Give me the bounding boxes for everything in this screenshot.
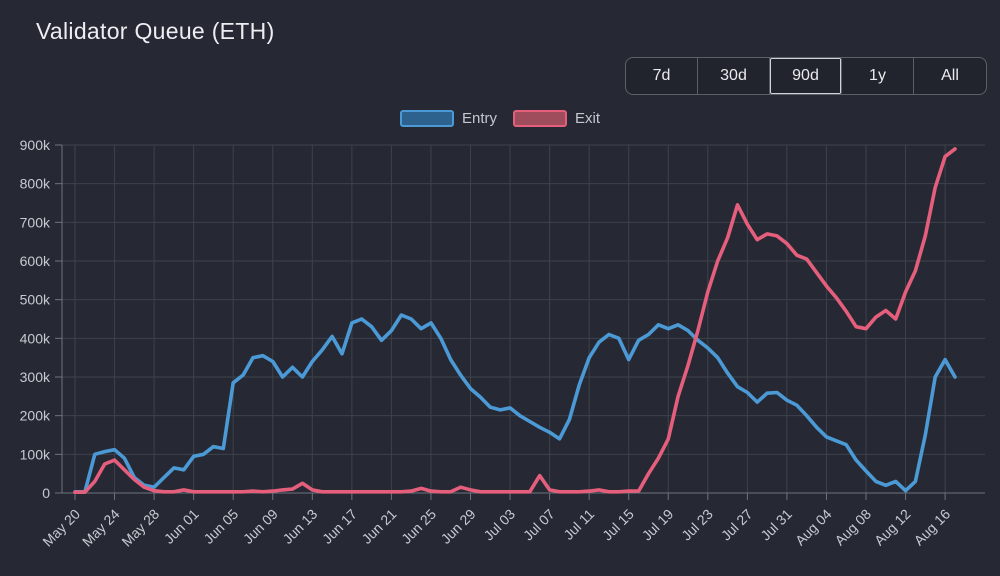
svg-text:May 20: May 20 (39, 506, 83, 550)
svg-text:Jul 27: Jul 27 (718, 506, 756, 544)
svg-text:300k: 300k (20, 369, 51, 385)
entry-line (73, 313, 957, 494)
legend-item-entry[interactable]: Entry (399, 110, 497, 127)
svg-text:Jun 29: Jun 29 (438, 506, 479, 547)
svg-text:200k: 200k (20, 408, 51, 424)
svg-text:700k: 700k (20, 214, 51, 230)
range-button-7d[interactable]: 7d (626, 58, 698, 94)
validator-queue-chart: 0 100k 200k 300k 400k 500k 600k 700k 800k 900k May… (20, 137, 985, 550)
svg-text:800k: 800k (20, 176, 51, 192)
svg-text:Jul 31: Jul 31 (757, 506, 795, 544)
svg-text:Jun 05: Jun 05 (200, 506, 241, 547)
svg-text:Aug 04: Aug 04 (792, 506, 835, 549)
svg-text:Jul 03: Jul 03 (480, 506, 518, 544)
svg-text:Jul 23: Jul 23 (678, 506, 716, 544)
svg-text:Jul 19: Jul 19 (639, 506, 677, 544)
range-button-30d[interactable]: 30d (698, 58, 770, 94)
svg-text:Jun 17: Jun 17 (319, 506, 360, 547)
svg-text:Aug 12: Aug 12 (871, 506, 914, 549)
time-range-selector: 7d 30d 90d 1y All (625, 57, 987, 95)
svg-text:Aug 08: Aug 08 (831, 506, 874, 549)
exit-series-swatch (513, 110, 567, 127)
range-button-all[interactable]: All (941, 67, 959, 84)
svg-text:Jun 09: Jun 09 (240, 506, 281, 547)
svg-text:May 28: May 28 (118, 506, 162, 550)
svg-text:Jun 01: Jun 01 (161, 506, 202, 547)
svg-text:Jun 21: Jun 21 (358, 506, 399, 547)
chart-legend: Entry Exit (0, 110, 1000, 127)
svg-text:Jul 15: Jul 15 (599, 506, 637, 544)
exit-line (73, 147, 957, 495)
range-button-90d[interactable]: 90d (770, 58, 842, 94)
svg-text:600k: 600k (20, 253, 51, 269)
page-title: Validator Queue (ETH) (36, 18, 275, 44)
series-lines (73, 147, 957, 495)
svg-text:Jul 11: Jul 11 (560, 506, 597, 543)
svg-text:Jul 07: Jul 07 (520, 506, 558, 544)
grid-lines (62, 144, 985, 494)
svg-text:0: 0 (42, 485, 50, 501)
svg-text:May 24: May 24 (79, 506, 123, 550)
entry-legend-label: Entry (461, 110, 497, 127)
entry-series-swatch (399, 110, 454, 127)
svg-text:400k: 400k (20, 330, 51, 346)
range-button-1y[interactable]: 1y (842, 58, 914, 94)
y-axis-labels: 0 100k 200k 300k 400k 500k 600k 700k 800k 900k (20, 137, 51, 501)
svg-text:100k: 100k (20, 446, 51, 462)
svg-text:Jun 13: Jun 13 (279, 506, 320, 547)
svg-text:Jun 25: Jun 25 (398, 506, 439, 547)
svg-text:Aug 16: Aug 16 (911, 506, 954, 549)
svg-text:900k: 900k (20, 137, 51, 153)
exit-legend-label: Exit (575, 110, 601, 127)
legend-item-exit[interactable]: Exit (513, 110, 600, 127)
svg-text:500k: 500k (20, 292, 51, 308)
